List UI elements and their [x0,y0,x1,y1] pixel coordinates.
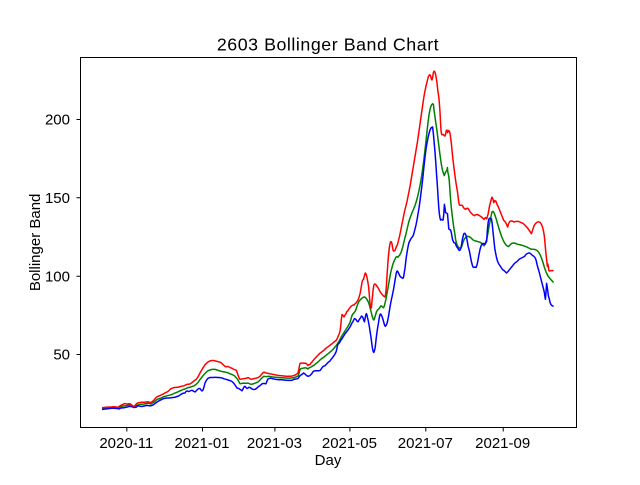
svg-text:2020-11: 2020-11 [99,435,153,452]
svg-text:Day: Day [315,452,342,469]
svg-text:100: 100 [45,268,70,285]
svg-text:150: 150 [45,190,70,207]
svg-text:2021-03: 2021-03 [247,435,302,452]
svg-text:2021-05: 2021-05 [322,435,377,452]
svg-text:200: 200 [45,112,70,129]
svg-text:2021-09: 2021-09 [475,435,530,452]
svg-text:2021-07: 2021-07 [398,435,453,452]
svg-text:2021-01: 2021-01 [174,435,229,452]
svg-text:2603 Bollinger Band Chart: 2603 Bollinger Band Chart [217,35,439,55]
svg-text:50: 50 [53,347,70,364]
svg-text:Bollinger Band: Bollinger Band [27,194,44,292]
